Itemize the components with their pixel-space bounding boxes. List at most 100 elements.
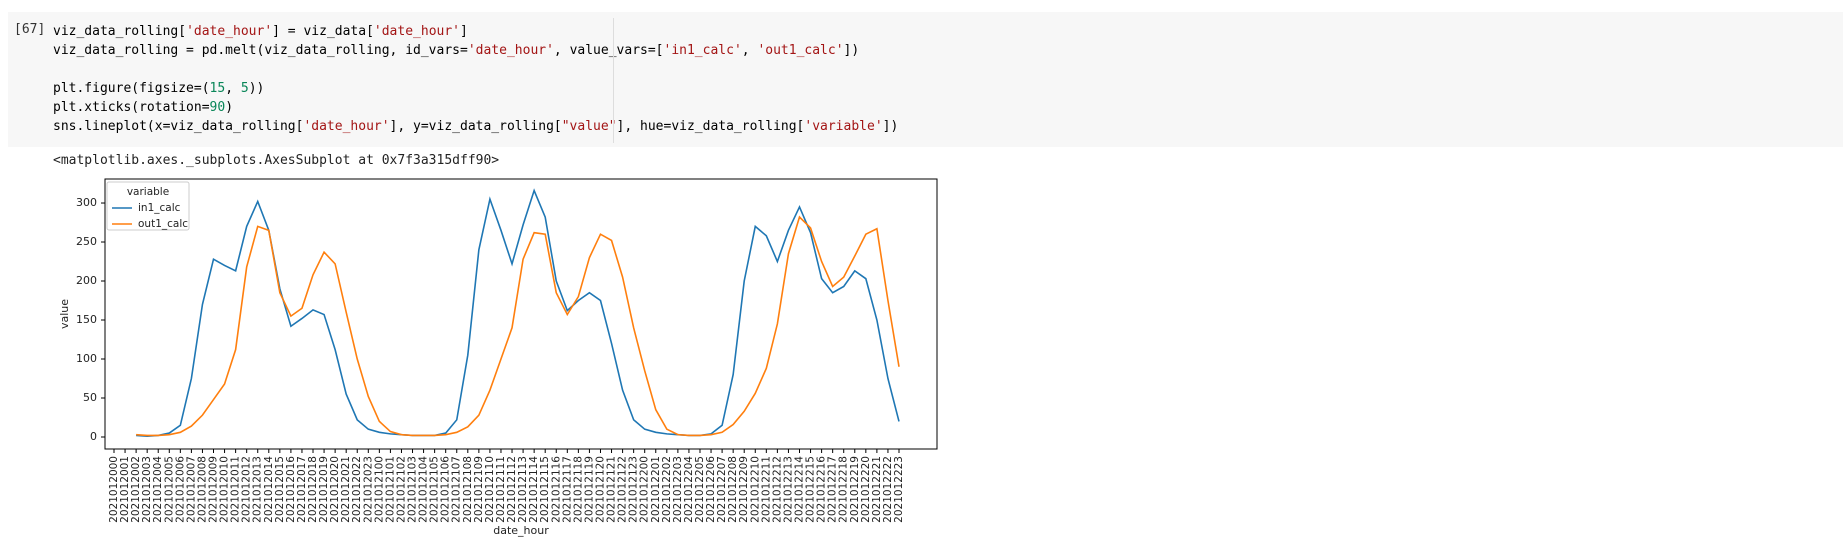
x-tick-label: 2021012017 xyxy=(296,456,308,523)
code-token: 'in1_calc' xyxy=(663,43,742,58)
legend-box xyxy=(106,181,190,231)
x-tick-label: 2021012004 xyxy=(152,456,164,523)
code-token: viz_data_rolling = pd.melt(viz_data_roll… xyxy=(53,43,468,58)
code-token: 5 xyxy=(240,81,249,96)
x-tick-label: 2021012212 xyxy=(771,456,783,523)
x-tick-label: 2021012220 xyxy=(860,456,872,523)
x-tick-label: 2021012013 xyxy=(252,456,264,523)
x-tick-label: 2021012007 xyxy=(185,456,197,523)
x-tick-label: 2021012223 xyxy=(893,456,905,523)
x-tick-label: 2021012023 xyxy=(362,456,374,523)
code-token: ], y=viz_data_rolling[ xyxy=(389,119,562,134)
x-tick-label: 2021012205 xyxy=(694,456,706,523)
code-token: , value_vars=[ xyxy=(553,43,664,58)
x-tick-label: 2021012101 xyxy=(384,456,396,523)
x-tick-label: 2021012214 xyxy=(793,456,805,523)
code-line: plt.figure(figsize=(15, 5)) xyxy=(53,79,898,98)
code-token: ] = viz_data[ xyxy=(272,24,374,39)
x-tick-label: 2021012111 xyxy=(495,456,507,523)
x-tick-label: 2021012105 xyxy=(429,456,441,523)
x-tick-label: 2021012104 xyxy=(418,456,430,523)
x-tick-label: 2021012119 xyxy=(583,456,595,523)
code-token: viz_data_rolling[ xyxy=(53,24,187,39)
code-cell[interactable]: [67] viz_data_rolling['date_hour'] = viz… xyxy=(8,12,1843,147)
x-tick-label: 2021012000 xyxy=(108,456,120,523)
x-tick-label: 2021012112 xyxy=(506,456,518,523)
x-tick-label: 2021012107 xyxy=(451,456,463,523)
x-tick-label: 2021012015 xyxy=(274,456,286,523)
x-tick-label: 2021012210 xyxy=(749,456,761,523)
x-tick-label: 2021012117 xyxy=(561,456,573,523)
code-token: plt.xticks(rotation= xyxy=(53,100,210,115)
x-tick-label: 2021012002 xyxy=(130,456,142,523)
x-tick-label: 2021012108 xyxy=(462,456,474,523)
x-tick-label: 2021012008 xyxy=(196,456,208,523)
x-tick-label: 2021012208 xyxy=(727,456,739,523)
x-tick-label: 2021012005 xyxy=(163,456,175,523)
y-tick-label: 50 xyxy=(83,391,97,404)
code-token: ]) xyxy=(843,43,860,58)
x-tick-label: 2021012019 xyxy=(318,456,330,523)
x-tick-label: 2021012022 xyxy=(351,456,363,523)
x-tick-label: 2021012011 xyxy=(230,456,242,523)
x-tick-label: 2021012110 xyxy=(484,456,496,523)
x-tick-label: 2021012114 xyxy=(528,456,540,523)
code-token: ]) xyxy=(882,119,899,134)
axes-frame xyxy=(104,178,938,450)
x-tick-label: 2021012219 xyxy=(849,456,861,523)
x-tick-label: 2021012116 xyxy=(550,456,562,523)
code-token: sns.lineplot(x=viz_data_rolling[ xyxy=(53,119,304,134)
code-line: plt.xticks(rotation=90) xyxy=(53,98,898,117)
code-line: viz_data_rolling = pd.melt(viz_data_roll… xyxy=(53,41,898,60)
x-tick-label: 2021012009 xyxy=(208,456,220,523)
x-tick-label: 2021012218 xyxy=(838,456,850,523)
x-tick-label: 2021012209 xyxy=(738,456,750,523)
x-tick-label: 2021012123 xyxy=(628,456,640,523)
code-token: , xyxy=(225,81,241,96)
series-line xyxy=(136,215,900,437)
code-token: 'date_hour' xyxy=(303,119,390,134)
x-tick-label: 2021012121 xyxy=(606,456,618,523)
code-token: )) xyxy=(248,81,265,96)
code-editor[interactable]: viz_data_rolling[ 'date_hour' ] = viz_data… xyxy=(53,22,898,136)
cell-output: <matplotlib.axes._subplots.AxesSubplot a… xyxy=(53,153,500,168)
code-token: 'date_hour' xyxy=(467,43,554,58)
x-axis-label: date_hour xyxy=(493,524,549,537)
ruler-line xyxy=(613,18,614,143)
x-tick-label: 2021012003 xyxy=(141,456,153,523)
x-tick-label: 2021012016 xyxy=(285,456,297,523)
x-tick-label: 2021012010 xyxy=(219,456,231,523)
code-token: plt.figure(figsize=( xyxy=(53,81,210,96)
x-tick-label: 2021012206 xyxy=(705,456,717,523)
x-tick-label: 2021012203 xyxy=(672,456,684,523)
x-tick-label: 2021012014 xyxy=(263,456,275,523)
y-axis-label: value xyxy=(58,299,71,329)
legend-label: in1_calc xyxy=(138,202,181,214)
code-token: "value" xyxy=(561,119,617,134)
x-tick-label: 2021012204 xyxy=(683,456,695,523)
x-tick-label: 2021012109 xyxy=(473,456,485,523)
y-tick-label: 300 xyxy=(76,196,97,209)
x-tick-label: 2021012202 xyxy=(661,456,673,523)
x-tick-label: 2021012207 xyxy=(716,456,728,523)
x-tick-label: 2021012222 xyxy=(882,456,894,523)
x-tick-label: 2021012211 xyxy=(760,456,772,523)
x-tick-label: 2021012217 xyxy=(827,456,839,523)
x-tick-label: 2021012213 xyxy=(782,456,794,523)
x-tick-label: 2021012200 xyxy=(639,456,651,523)
legend-label: out1_calc xyxy=(138,218,188,230)
y-tick-label: 100 xyxy=(76,352,97,365)
x-tick-label: 2021012021 xyxy=(340,456,352,523)
x-tick-label: 2021012115 xyxy=(539,456,551,523)
x-tick-label: 2021012122 xyxy=(617,456,629,523)
code-token: 90 xyxy=(209,100,226,115)
series-line xyxy=(136,188,900,438)
code-line: sns.lineplot(x=viz_data_rolling['date_ho… xyxy=(53,117,898,136)
x-tick-label: 2021012106 xyxy=(440,456,452,523)
y-tick-label: 250 xyxy=(76,235,97,248)
code-token: ) xyxy=(225,100,234,115)
y-tick-label: 200 xyxy=(76,274,97,287)
x-tick-label: 2021012120 xyxy=(594,456,606,523)
